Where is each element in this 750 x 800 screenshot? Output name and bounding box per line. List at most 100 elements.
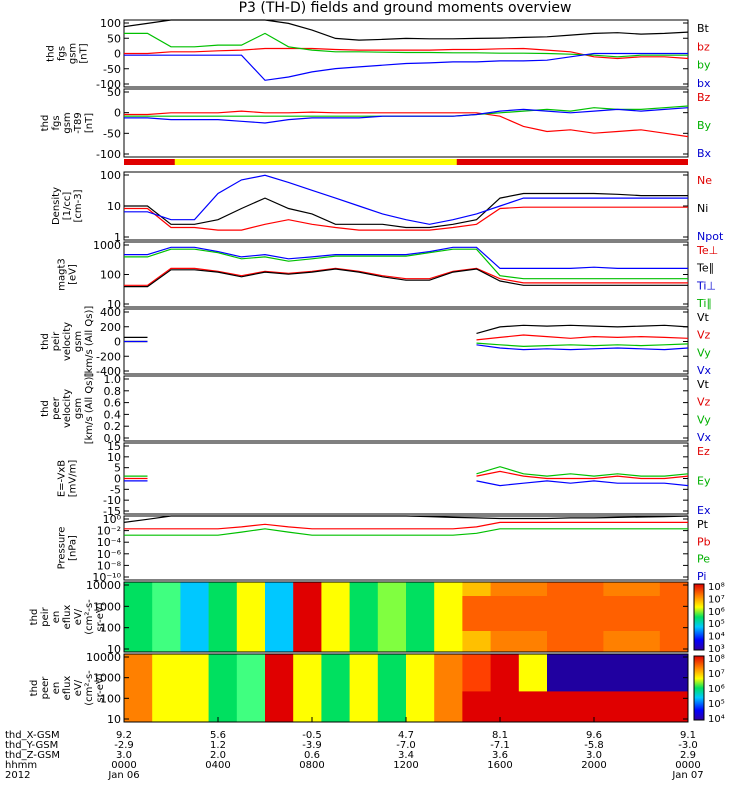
legend-Bx: Bx: [697, 147, 712, 160]
series-line-Bx: [124, 107, 689, 124]
y-axis-label: velocity: [62, 322, 73, 361]
y-tick-label: 1000: [93, 600, 121, 613]
spectrogram-band: [349, 582, 379, 652]
y-axis-label: thd: [29, 680, 40, 697]
footer-row-label: thd_Y-GSM: [5, 740, 58, 751]
state-bar-yellow: [174, 159, 457, 165]
y-axis-label: [eV]: [68, 264, 79, 285]
y-axis-label: thd: [40, 333, 51, 350]
y-axis-label: thd: [40, 115, 51, 132]
y-axis-label: gsm: [68, 43, 79, 64]
series-line-Ne: [124, 206, 688, 231]
footer-value: 0.6: [304, 750, 320, 761]
chart-title: P3 (TH-D) fields and ground moments over…: [238, 0, 572, 16]
series-line-Vz: [124, 334, 689, 343]
series-line-Vt: [124, 324, 689, 338]
colorbar: [693, 583, 705, 651]
y-axis-label: peer: [40, 676, 51, 700]
y-tick-label: 100: [100, 169, 121, 182]
legend-Pb: Pb: [697, 535, 711, 548]
footer-value: 2.9: [680, 750, 696, 761]
y-tick-label: 100: [100, 269, 121, 282]
spectrogram-band: [152, 654, 181, 722]
series-line-Ti⊥: [124, 246, 688, 269]
spectrogram-band: [152, 582, 181, 652]
legend-Te⊥: Te⊥: [696, 244, 718, 257]
footer-value: 3.6: [492, 750, 508, 761]
legend-Ne: Ne: [697, 174, 712, 187]
footer-value: 3.4: [398, 750, 414, 761]
y-axis-label: Pressure: [57, 527, 68, 570]
y-tick-label: 10⁻⁴: [97, 536, 122, 549]
y-axis-label: peir: [40, 606, 51, 626]
y-tick-label: -200: [96, 350, 121, 363]
footer-value: 1.2: [210, 740, 226, 751]
y-tick-label: 1: [114, 231, 121, 244]
footer-value: Jan 06: [107, 770, 139, 781]
series-line-Ti∥: [124, 248, 688, 280]
y-axis-label: thd: [29, 609, 40, 626]
y-axis-label: (cm²-s-: [84, 599, 95, 635]
legend-Vx: Vx: [697, 431, 712, 444]
series-line-Pb: [124, 521, 688, 530]
spectrogram-band: [236, 582, 266, 652]
colorbar-tick-label: 10⁷: [708, 594, 725, 605]
series-line-Npot: [124, 174, 688, 225]
series-line-Vy: [124, 340, 689, 348]
spectrogram-band: [321, 654, 351, 722]
y-axis-label: eV/: [73, 608, 84, 625]
y-tick-label: 100: [100, 692, 121, 705]
series-line-Bz: [124, 110, 689, 138]
y-tick-label: 50: [107, 86, 121, 99]
y-tick-label: -10: [103, 494, 121, 507]
series-line-By: [124, 105, 689, 117]
spectrogram-band: [208, 582, 238, 652]
y-tick-label: 10⁻²: [97, 525, 121, 538]
footer-value: 0800: [299, 760, 324, 771]
y-tick-label: 10⁻¹⁰: [92, 571, 121, 584]
y-axis-label: [cm-3]: [73, 189, 84, 222]
footer-value: 5.6: [210, 730, 226, 741]
legend-Te∥: Te∥: [696, 262, 714, 275]
y-tick-label: -50: [103, 63, 121, 76]
y-axis-label: gsm: [73, 398, 84, 419]
series-line-Pt: [123, 515, 689, 523]
y-tick-label: 10: [107, 200, 121, 213]
y-tick-label: -100: [96, 148, 121, 161]
footer-value: 0000: [111, 760, 136, 771]
y-tick-label: 15: [107, 440, 121, 453]
footer-row-label: hhmm: [5, 760, 37, 771]
y-tick-label: -50: [103, 127, 121, 140]
y-axis-label: fgs: [57, 46, 68, 61]
y-tick-label: -100: [96, 78, 121, 91]
y-tick-label: 200: [100, 321, 121, 334]
y-tick-label: 0: [114, 107, 121, 120]
y-axis-label: [nT]: [79, 43, 90, 63]
legend-Ni: Ni: [697, 202, 708, 215]
spectrogram-band: [293, 654, 322, 722]
y-axis-label: [nT]: [84, 113, 95, 133]
spectrogram-band: [434, 582, 463, 652]
colorbar-tick-label: 10⁵: [708, 619, 725, 630]
colorbar-tick-label: 10⁸: [708, 582, 725, 593]
y-axis-label: -T89: [73, 112, 84, 134]
y-tick-label: 0: [114, 48, 121, 61]
footer-value: -3.0: [678, 740, 698, 751]
y-axis-label: eflux: [62, 605, 73, 630]
y-tick-label: 1.0: [104, 373, 122, 386]
legend-Bt: Bt: [697, 22, 710, 35]
y-axis-label: [km/s (All Qs)]: [84, 373, 95, 445]
y-tick-label: 10: [107, 643, 121, 656]
footer-value: 2000: [581, 760, 606, 771]
y-axis-label: peer: [51, 396, 62, 420]
y-tick-label: 0: [114, 336, 121, 349]
spectrogram-band: [377, 654, 407, 722]
footer-value: 0000: [675, 760, 700, 771]
legend-by: by: [697, 59, 711, 72]
spectrogram-band: [180, 582, 210, 652]
footer-value: 9.6: [586, 730, 602, 741]
panel-frame: [123, 442, 689, 515]
legend-Vx: Vx: [697, 364, 712, 377]
y-axis-label: gsm: [62, 112, 73, 133]
y-tick-label: -5: [110, 483, 121, 496]
